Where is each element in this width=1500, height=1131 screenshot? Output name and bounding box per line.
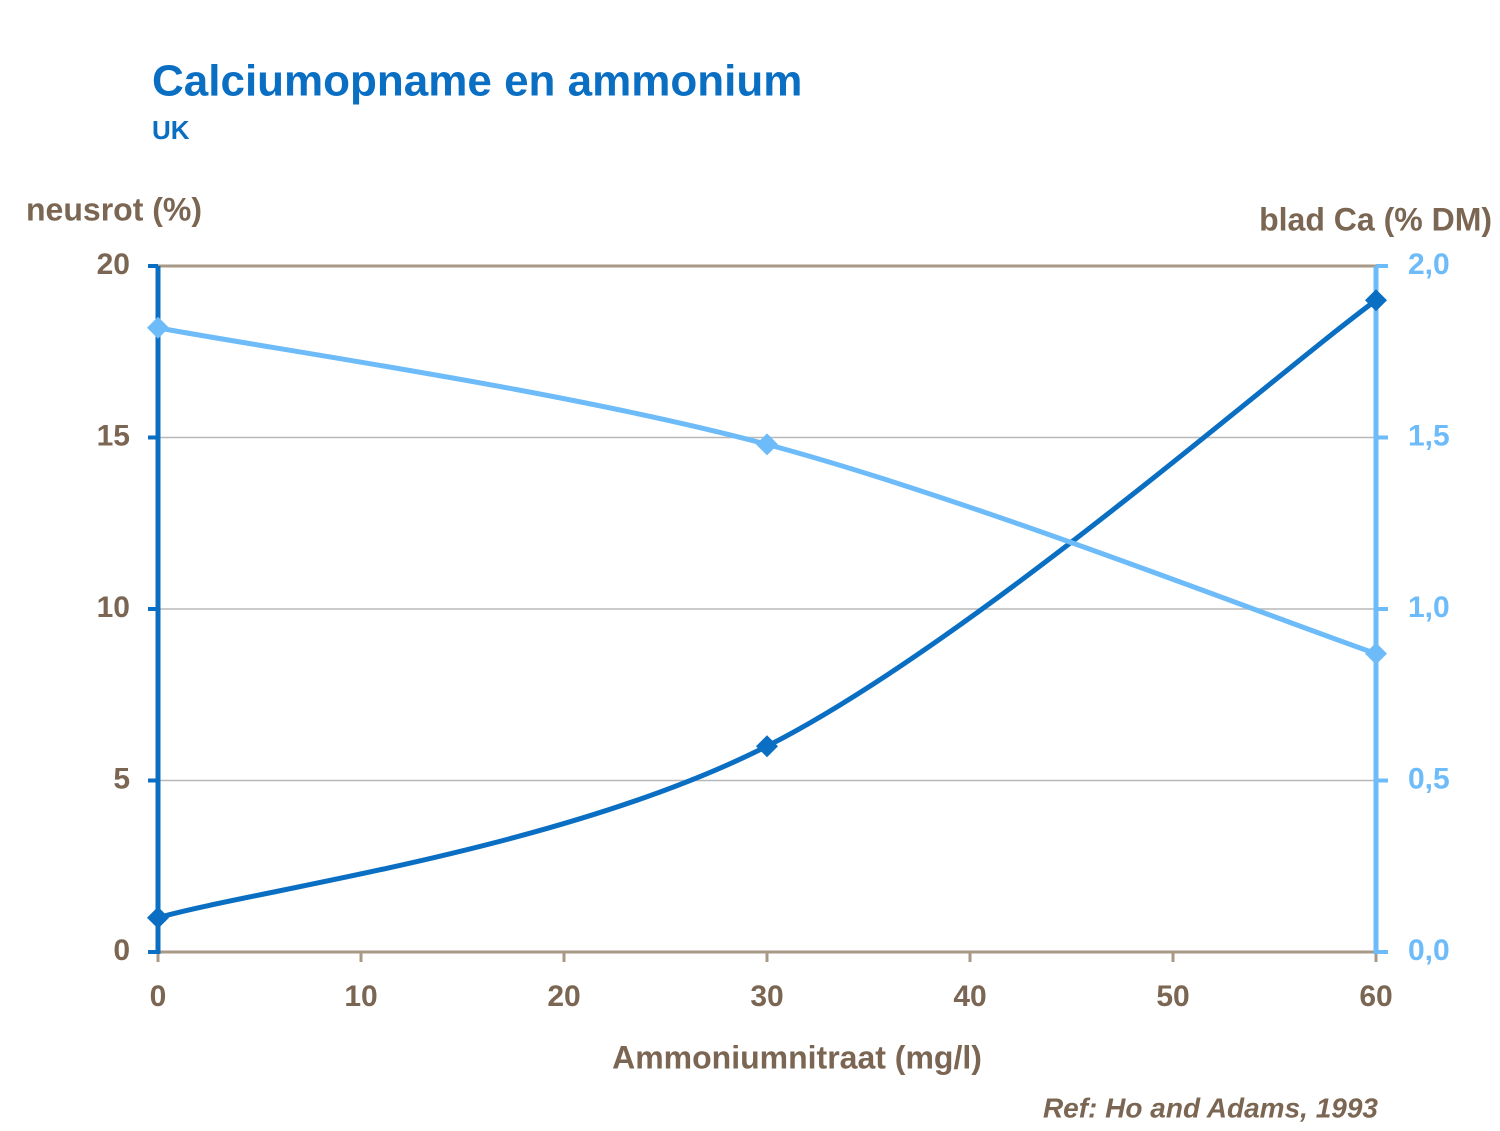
x-tick-label: 10 [344,980,377,1013]
x-tick-label: 50 [1156,980,1189,1013]
point-marker [1365,289,1387,312]
x-tick-label: 0 [150,980,167,1013]
y2-tick-label: 2,0 [1408,248,1450,281]
y2-tick-label: 0,0 [1408,934,1450,967]
point-marker [1365,642,1387,665]
x-tick-label: 20 [547,980,580,1013]
y-tick-label: 20 [97,248,130,281]
series-line [157,325,1377,656]
x-tick-label: 60 [1359,980,1392,1013]
y-tick-label: 5 [113,762,130,795]
point-marker [147,906,169,929]
point-marker [147,316,169,339]
y-tick-label: 0 [113,934,130,967]
chart-title: Calciumopname en ammonium [152,57,802,106]
y2-tick-label: 1,5 [1408,419,1450,452]
point-marker [756,433,778,456]
annotation: Ref: Ho and Adams, 1993 [1043,1092,1378,1123]
y-axis-label: neusrot (%) [26,191,202,227]
y2-tick-label: 0,5 [1408,762,1450,795]
y2-tick-label: 1,0 [1408,591,1450,624]
chart-subtitle: UK [152,115,190,145]
y-tick-label: 10 [97,591,130,624]
y-tick-label: 15 [97,419,130,452]
x-axis-label: Ammoniumnitraat (mg/l) [612,1039,982,1075]
point-marker [756,735,778,758]
x-tick-label: 30 [750,980,783,1013]
x-tick-label: 40 [953,980,986,1013]
y2-axis-label: blad Ca (% DM) [1259,201,1492,237]
